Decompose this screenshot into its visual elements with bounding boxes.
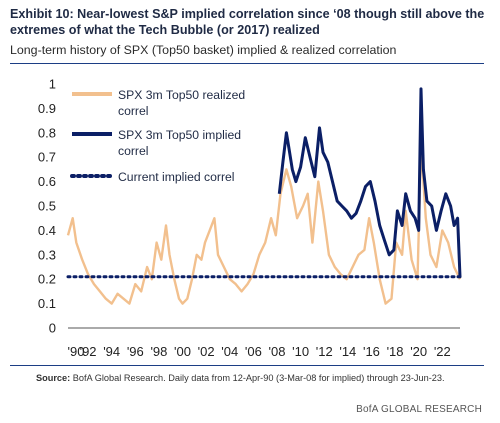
legend-label-current: Current implied correl <box>118 170 235 184</box>
legend-label-realized-1: SPX 3m Top50 realized <box>118 88 245 102</box>
y-tick-label: 0.6 <box>38 174 56 189</box>
y-tick-label: 0.4 <box>38 223 56 238</box>
x-tick-label: '02 <box>198 344 215 359</box>
plot-area <box>66 87 462 329</box>
legend-label-implied-1: SPX 3m Top50 implied <box>118 128 241 142</box>
footer-rule <box>10 365 484 366</box>
chart-title: Exhibit 10: Near-lowest S&P implied corr… <box>10 7 485 37</box>
y-tick-label: 0.8 <box>38 125 56 140</box>
legend-label-realized-2: correl <box>118 104 148 118</box>
x-tick-label: '12 <box>316 344 333 359</box>
y-axis: 0 0.1 0.2 0.3 0.4 0.5 0.6 0.7 0.8 0.9 1 <box>38 77 56 336</box>
x-tick-label: '22 <box>434 344 451 359</box>
source-text: BofA Global Research. Daily data from 12… <box>70 373 445 383</box>
x-tick-label: '92 <box>80 344 97 359</box>
x-tick-label: '94 <box>103 344 120 359</box>
y-tick-label: 0 <box>49 321 56 336</box>
series-realized-line <box>66 143 462 305</box>
x-tick-label: '98 <box>150 344 167 359</box>
y-tick-label: 0.1 <box>38 296 56 311</box>
x-tick-label: '04 <box>221 344 238 359</box>
y-tick-label: 0.2 <box>38 272 56 287</box>
y-tick-label: 0.3 <box>38 247 56 262</box>
y-tick-label: 0.7 <box>38 150 56 165</box>
x-tick-label: '16 <box>363 344 380 359</box>
x-tick-label: '00 <box>174 344 191 359</box>
x-tick-label: '06 <box>245 344 262 359</box>
series-implied-line <box>277 87 462 277</box>
chart-subtitle: Long-term history of SPX (Top50 basket) … <box>10 43 397 57</box>
y-tick-label: 0.9 <box>38 101 56 116</box>
x-tick-label: '08 <box>269 344 286 359</box>
y-tick-label: 0.5 <box>38 199 56 214</box>
source-note: Source: BofA Global Research. Daily data… <box>36 372 476 384</box>
x-axis: '90'92 '94 '96 '98 '00 '02 '04 '06 '08 '10 '12 '14 '… <box>68 344 451 359</box>
x-tick-label: '18 <box>387 344 404 359</box>
legend-label-implied-2: correl <box>118 144 148 158</box>
brand-label: BofA GLOBAL RESEARCH <box>356 404 482 415</box>
source-label: Source: <box>36 373 71 383</box>
y-tick-label: 1 <box>49 77 56 92</box>
legend: SPX 3m Top50 realized correl SPX 3m Top5… <box>70 88 245 184</box>
x-tick-label: '96 <box>127 344 144 359</box>
title-rule <box>10 63 484 64</box>
x-tick-label: '90 <box>68 344 85 359</box>
x-tick-label: '14 <box>339 344 356 359</box>
x-tick-label: '20 <box>410 344 427 359</box>
x-tick-label: '10 <box>292 344 309 359</box>
